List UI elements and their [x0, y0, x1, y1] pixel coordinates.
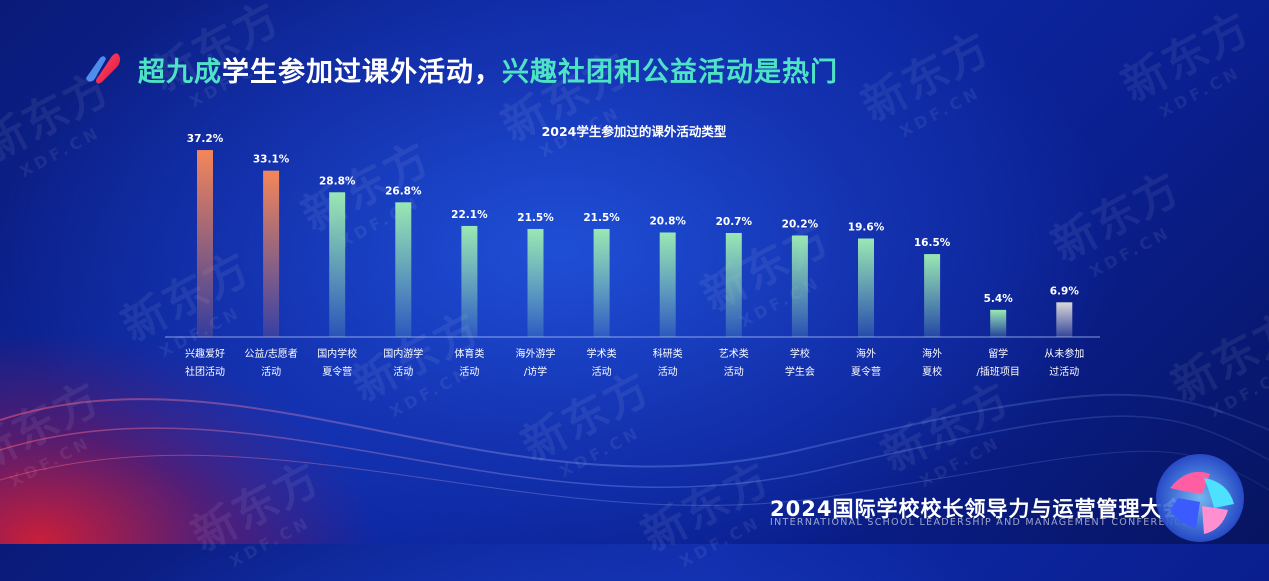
bar-value-label-9: 20.2% [782, 218, 819, 230]
bar-value-label-1: 33.1% [253, 154, 290, 166]
category-label-8-line-1: 活动 [724, 366, 744, 378]
category-label-10-line-1: 夏令营 [851, 365, 881, 378]
bars-group: 37.2%兴趣爱好社团活动33.1%公益/志愿者活动28.8%国内学校夏令营26… [185, 133, 1084, 378]
bar-3 [395, 202, 412, 337]
page-headline: 超九成学生参加过课外活动，兴趣社团和公益活动是热门 [138, 50, 838, 89]
category-label-12-line-1: /插班项目 [977, 365, 1020, 378]
bar-value-label-0: 37.2% [187, 133, 224, 145]
conference-title: 2024国际学校校长领导力与运营管理大会 [770, 497, 1185, 521]
bar-4 [461, 225, 478, 337]
bar-1 [263, 170, 280, 337]
category-label-5-line-1: /访学 [524, 365, 547, 378]
bar-value-label-4: 22.1% [451, 209, 488, 221]
category-label-8-line-0: 艺术类 [719, 347, 749, 360]
category-label-12-line-0: 留学 [988, 347, 1008, 360]
category-label-13-line-0: 从未参加 [1044, 347, 1084, 360]
category-label-2-line-1: 夏令营 [322, 365, 352, 378]
category-label-3-line-0: 国内游学 [383, 347, 423, 360]
bar-13 [1056, 302, 1073, 337]
headline-text: 学生参加过课外活动， [222, 57, 502, 88]
bar-11 [924, 254, 941, 337]
bar-7 [659, 232, 676, 337]
bar-value-label-5: 21.5% [517, 212, 554, 224]
decorative-swirl [0, 393, 1269, 506]
category-label-6-line-1: 活动 [592, 366, 612, 378]
bar-10 [858, 238, 874, 337]
bar-5 [527, 228, 544, 337]
headline-logo-icon [86, 53, 121, 84]
category-label-1-line-0: 公益/志愿者 [244, 347, 297, 360]
category-label-10-line-0: 海外 [856, 347, 876, 360]
category-label-4-line-0: 体育类 [454, 347, 484, 360]
category-label-7-line-0: 科研类 [653, 347, 683, 360]
bar-12 [990, 309, 1007, 337]
category-label-13-line-1: 过活动 [1049, 365, 1079, 378]
bar-value-label-7: 20.8% [649, 215, 686, 227]
bar-value-label-11: 16.5% [914, 237, 951, 249]
category-label-0-line-0: 兴趣爱好 [185, 347, 225, 360]
bar-value-label-2: 28.8% [319, 175, 356, 187]
category-label-4-line-1: 活动 [459, 366, 479, 378]
category-label-9-line-0: 学校 [790, 347, 810, 360]
bar-value-label-3: 26.8% [385, 185, 422, 197]
category-label-0-line-1: 社团活动 [185, 365, 225, 378]
category-label-2-line-0: 国内学校 [317, 347, 357, 360]
bar-value-label-8: 20.7% [716, 216, 753, 228]
bar-9 [791, 235, 808, 337]
bar-value-label-13: 6.9% [1050, 285, 1080, 297]
category-label-11-line-0: 海外 [922, 347, 942, 360]
category-label-3-line-1: 活动 [393, 366, 413, 378]
conference-subtitle: INTERNATIONAL SCHOOL LEADERSHIP AND MANA… [770, 517, 1190, 528]
bar-6 [593, 228, 610, 337]
conference-emblem-icon [1156, 454, 1244, 542]
bar-value-label-10: 19.6% [848, 222, 885, 234]
bar-0 [197, 150, 213, 337]
category-label-5-line-0: 海外游学 [516, 347, 556, 360]
headline-highlight-2: 兴趣社团和公益活动是热门 [502, 57, 838, 88]
category-label-1-line-1: 活动 [261, 366, 281, 378]
category-label-9-line-1: 学生会 [785, 365, 815, 378]
chart-title: 2024学生参加过的课外活动类型 [542, 124, 727, 139]
category-label-7-line-1: 活动 [658, 366, 678, 378]
headline-highlight: 超九成 [138, 57, 222, 88]
category-label-6-line-0: 学术类 [587, 347, 617, 360]
bar-8 [725, 232, 742, 337]
bar-value-label-12: 5.4% [984, 293, 1014, 305]
bar-2 [329, 192, 346, 337]
category-label-11-line-1: 夏校 [922, 365, 942, 378]
bar-value-label-6: 21.5% [583, 212, 620, 224]
